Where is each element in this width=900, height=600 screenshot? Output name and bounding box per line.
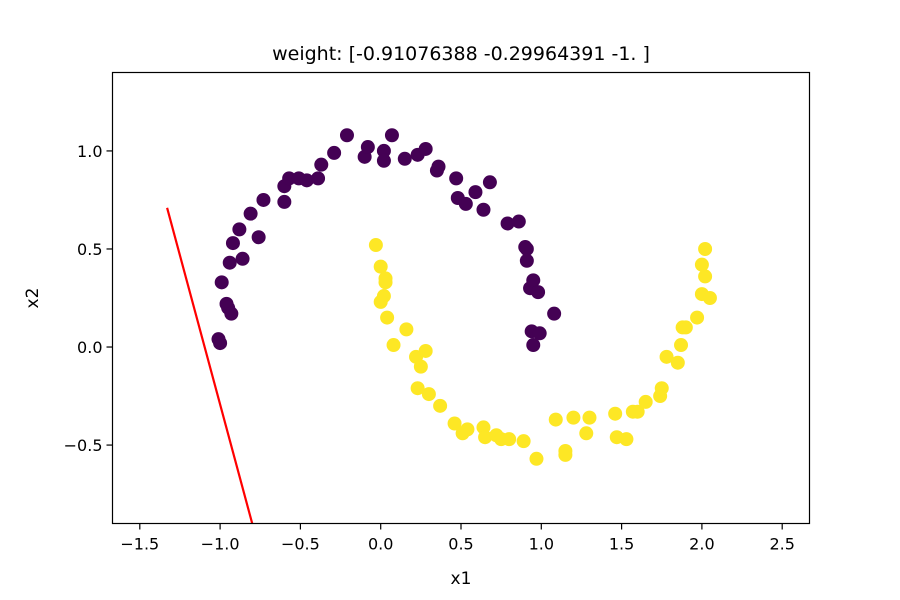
class-0-point [243, 206, 258, 221]
class-0-point [431, 159, 446, 174]
class-1-point [460, 422, 475, 437]
class-0-point [282, 171, 297, 186]
class-1-point [447, 416, 462, 431]
class-1-point [608, 406, 623, 421]
class-0-point [384, 128, 399, 143]
class-1-point [399, 322, 414, 337]
class-0-point [224, 306, 239, 321]
y-axis-ticks: −0.5 0.0 0.5 1.0 [64, 142, 113, 455]
class-0-point [299, 173, 314, 188]
class-0-point [225, 236, 240, 251]
class-0-point [547, 306, 562, 321]
class-0-point [458, 196, 473, 211]
x-tick-label: −0.5 [281, 535, 320, 554]
chart-title: weight: [-0.91076388 -0.29964391 -1. ] [272, 43, 650, 65]
class-0-point [468, 185, 483, 200]
class-1-point [582, 410, 597, 425]
class-1-point [421, 387, 436, 402]
y-tick-label: −0.5 [64, 436, 103, 455]
class-1-point [638, 394, 653, 409]
class-0-point [531, 285, 546, 300]
class-1-point [373, 294, 388, 309]
class-1-point [619, 432, 634, 447]
class-0-point [232, 222, 247, 237]
class-0-point [376, 143, 391, 158]
class-0-point [251, 230, 266, 245]
y-axis-label: x2 [23, 288, 43, 309]
class-0-point [511, 214, 526, 229]
x-axis-label: x1 [451, 569, 472, 589]
class-1-point [386, 338, 401, 353]
class-1-point [670, 355, 685, 370]
class-0-point [213, 336, 228, 351]
class-1-point [690, 310, 705, 325]
class-1-point [630, 404, 645, 419]
y-tick-label: 0.0 [77, 338, 102, 357]
class-1-point [698, 241, 713, 256]
x-tick-label: 1.5 [609, 535, 634, 554]
class-1-point [674, 338, 689, 353]
class-1-point [373, 259, 388, 274]
class-1-point [418, 343, 433, 358]
plot-marks [166, 128, 717, 524]
x-tick-label: 1.0 [529, 535, 554, 554]
x-tick-label: −1.0 [201, 535, 240, 554]
class-0-point [327, 145, 342, 160]
class-1-point [378, 275, 393, 290]
class-0-point [476, 202, 491, 217]
class-0-point [519, 241, 534, 256]
x-axis-ticks: −1.5 −1.0 −0.5 0.0 0.5 1.0 1.5 2.0 2.5 [120, 523, 795, 554]
class-0-point [214, 275, 229, 290]
class-0-point [256, 192, 271, 207]
y-tick-label: 1.0 [77, 142, 102, 161]
class-0-point [500, 216, 515, 231]
class-1-point [413, 359, 428, 374]
class-1-point [548, 412, 563, 427]
class-1-point [433, 398, 448, 413]
class-0-point [314, 157, 329, 172]
class-0-point [277, 194, 292, 209]
class-0-point [376, 153, 391, 168]
x-tick-label: −1.5 [120, 535, 159, 554]
class-0-point [339, 128, 354, 143]
class-1-point [702, 291, 717, 305]
class-0-point [235, 251, 250, 266]
class-1-point [566, 410, 581, 425]
class-1-point [698, 269, 713, 284]
class-1-point [678, 320, 693, 335]
class-1-point [380, 310, 395, 325]
class-1-point [410, 381, 425, 396]
x-tick-label: 0.0 [368, 535, 393, 554]
class-1-point [368, 238, 383, 253]
class-0-point [360, 140, 375, 155]
class-1-point [516, 434, 531, 449]
decision-boundary-line [166, 207, 254, 524]
x-tick-label: 2.5 [769, 535, 794, 554]
class-0-point [449, 171, 464, 186]
x-tick-label: 0.5 [448, 535, 473, 554]
y-tick-label: 0.5 [77, 240, 102, 259]
class-1-point [694, 257, 709, 272]
class-0-point [397, 151, 412, 166]
class-0-point [526, 273, 541, 288]
class-0-point [418, 141, 433, 156]
x-tick-label: 2.0 [689, 535, 714, 554]
class-0-point [526, 338, 541, 353]
class-1-point [659, 349, 674, 364]
class-1-point [502, 432, 517, 447]
class-0-point [311, 171, 326, 186]
class-0-point [482, 175, 497, 190]
class-1-point [579, 426, 594, 441]
class-1-point [654, 381, 669, 396]
class-0-point [519, 253, 534, 268]
class-1-point [558, 447, 573, 462]
class-1-point [529, 451, 544, 466]
class-0-point [532, 326, 547, 341]
class-1-point [478, 430, 493, 445]
class-0-point [222, 255, 237, 270]
